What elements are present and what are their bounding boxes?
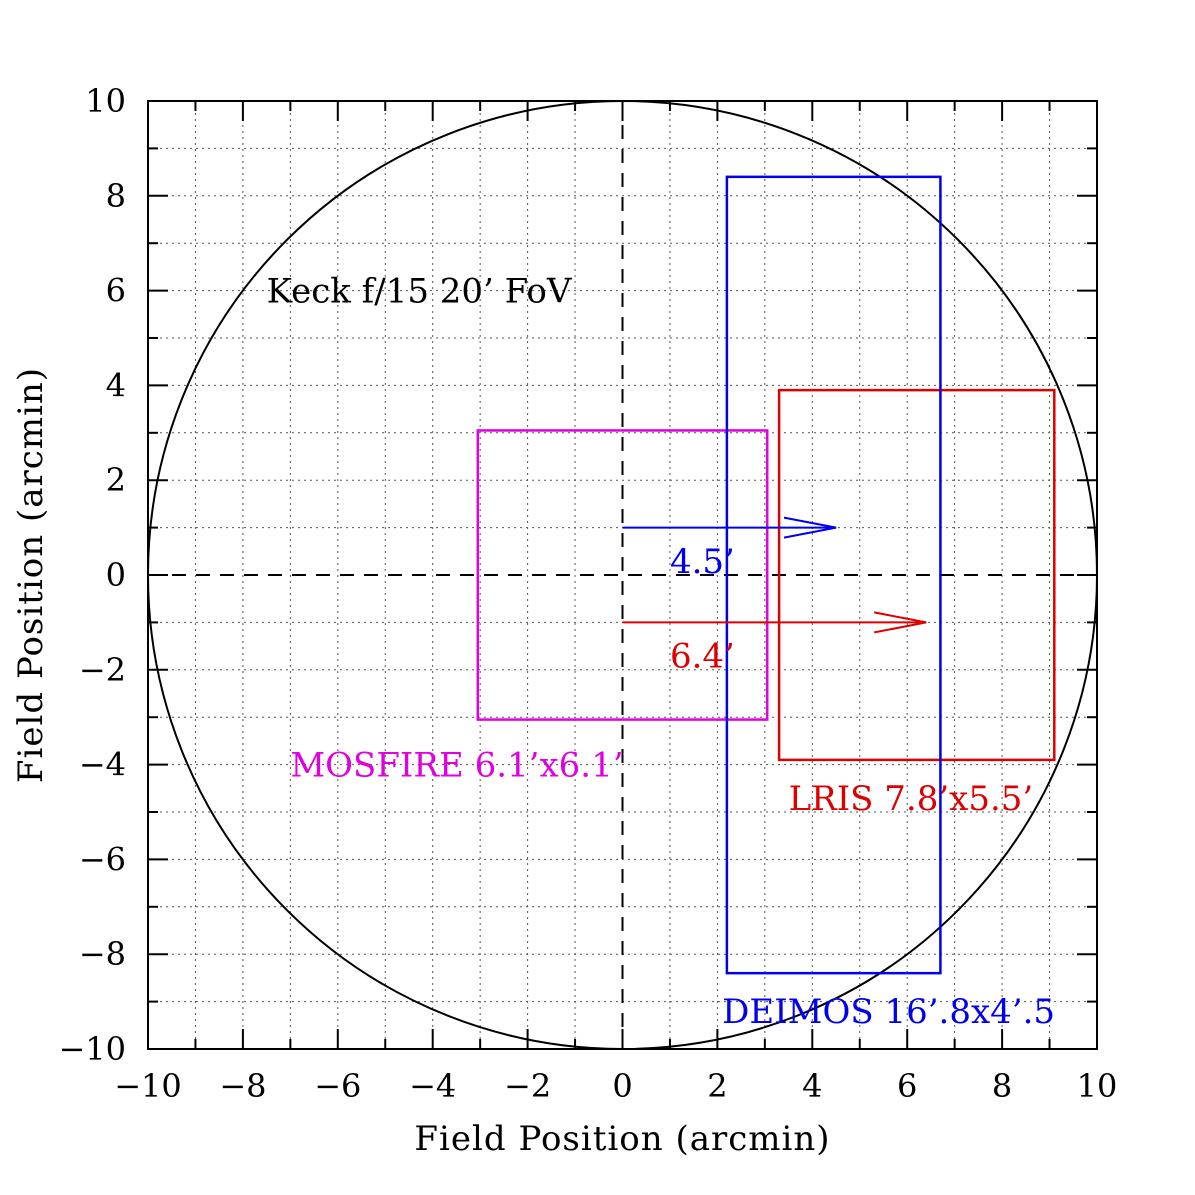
y-tick-label: −8: [79, 935, 126, 973]
y-tick-label: 10: [85, 82, 126, 120]
offset-arrows: 4.5’ 6.4’: [622, 516, 927, 677]
y-tick-label: 0: [106, 556, 126, 594]
crosshair: [148, 101, 1097, 1049]
tick-labels: −10 −8 −6 −4 −2 0 2 4 6 8 10 −10 −8 −6 −4 −2 0 2 4 6 8 10: [58, 82, 1117, 1105]
x-tick-label: 6: [897, 1067, 917, 1105]
x-tick-label: −4: [409, 1067, 456, 1105]
deimos-footprint: [725, 175, 942, 975]
y-tick-label: −2: [79, 651, 126, 689]
y-tick-label: −10: [58, 1030, 126, 1068]
lris-label: LRIS 7.8’x5.5’: [789, 779, 1034, 819]
x-axis-title: Field Position (arcmin): [414, 1119, 830, 1159]
x-tick-label: −2: [504, 1067, 551, 1105]
lris-footprint: [777, 388, 1056, 762]
deimos-offset-arrow-head: [783, 516, 837, 539]
x-tick-label: 0: [612, 1067, 632, 1105]
x-tick-label: −10: [114, 1067, 182, 1105]
lris-offset-arrow-head: [873, 611, 927, 634]
y-tick-label: 2: [106, 461, 126, 499]
x-tick-label: 10: [1077, 1067, 1118, 1105]
x-tick-label: 4: [802, 1067, 822, 1105]
y-tick-label: 4: [106, 366, 126, 404]
deimos-label: DEIMOS 16’.8x4’.5: [722, 992, 1055, 1032]
x-tick-label: 2: [707, 1067, 727, 1105]
y-tick-label: −6: [79, 840, 126, 878]
x-tick-label: −6: [314, 1067, 361, 1105]
mosfire-footprint: [476, 429, 769, 721]
fov-label: Keck f/15 20’ FoV: [267, 272, 573, 312]
x-tick-label: 8: [992, 1067, 1012, 1105]
plot-frame: [147, 100, 1098, 1050]
y-axis-title: Field Position (arcmin): [11, 367, 51, 783]
y-tick-label: −4: [79, 746, 126, 784]
y-tick-label: 6: [106, 272, 126, 310]
instrument-footprints: MOSFIRE 6.1’x6.1’ LRIS 7.8’x5.5’ DEIMOS 16…: [290, 175, 1056, 1032]
y-tick-label: 8: [106, 177, 126, 215]
deimos-offset-label: 4.5’: [670, 542, 735, 582]
x-tick-label: −8: [219, 1067, 266, 1105]
lris-offset-label: 6.4’: [670, 637, 735, 677]
mosfire-label: MOSFIRE 6.1’x6.1’: [290, 746, 623, 786]
